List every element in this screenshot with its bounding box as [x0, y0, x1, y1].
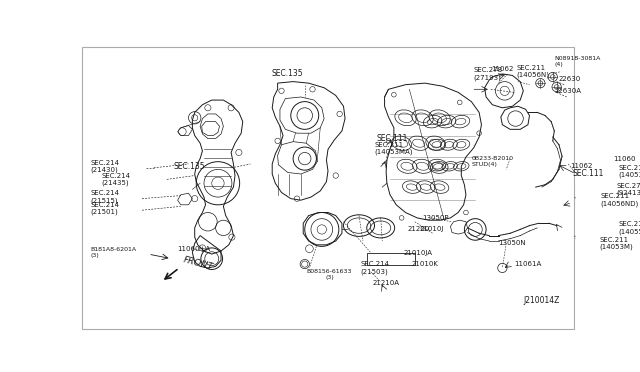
- Text: FRONT: FRONT: [182, 255, 214, 272]
- Text: SEC.214
(21515): SEC.214 (21515): [91, 190, 120, 204]
- Text: 11060+A: 11060+A: [177, 246, 210, 252]
- Text: SEC.111: SEC.111: [572, 170, 604, 179]
- Text: 22630: 22630: [559, 76, 581, 82]
- Bar: [367, 253, 415, 265]
- Text: 21210A: 21210A: [373, 280, 400, 286]
- Text: N08918-3081A
(4): N08918-3081A (4): [554, 56, 601, 67]
- Text: B08156-61633
(3): B08156-61633 (3): [307, 269, 352, 279]
- Text: J210014Z: J210014Z: [524, 296, 559, 305]
- Text: SEC.214
(21430): SEC.214 (21430): [91, 160, 120, 173]
- Text: 0B233-B2010
STUD(4): 0B233-B2010 STUD(4): [472, 156, 513, 167]
- Text: SEC.214
(21503): SEC.214 (21503): [360, 261, 390, 275]
- Text: 21010K: 21010K: [412, 261, 438, 267]
- Text: SEC.211
(14056N): SEC.211 (14056N): [516, 65, 549, 78]
- Text: SEC.211
(14053): SEC.211 (14053): [619, 165, 640, 179]
- Text: 21010J: 21010J: [419, 227, 444, 232]
- Text: SEC.211
(14056ND): SEC.211 (14056ND): [601, 193, 639, 207]
- Text: SEC.135: SEC.135: [272, 70, 303, 78]
- Text: SEC.211
(14055): SEC.211 (14055): [619, 221, 640, 235]
- Text: SEC.214
(21435): SEC.214 (21435): [102, 173, 131, 186]
- Text: SEC.278
(92413): SEC.278 (92413): [616, 183, 640, 196]
- Text: 21010JA: 21010JA: [404, 250, 433, 256]
- Text: 11062: 11062: [491, 66, 513, 72]
- Text: SEC.211
(14053M): SEC.211 (14053M): [599, 237, 633, 250]
- Text: 22630A: 22630A: [554, 88, 581, 94]
- Text: 13050P: 13050P: [422, 215, 449, 221]
- Text: SEC.214
(21501): SEC.214 (21501): [91, 202, 120, 215]
- Text: 11061A: 11061A: [514, 261, 541, 267]
- Text: SEC.111: SEC.111: [376, 134, 408, 143]
- Text: 11060: 11060: [613, 155, 636, 161]
- Text: 13050N: 13050N: [499, 240, 526, 246]
- Text: 21200: 21200: [407, 227, 429, 232]
- Text: SEC.211
(14053MA): SEC.211 (14053MA): [374, 142, 413, 155]
- Text: B181A8-6201A
(3): B181A8-6201A (3): [91, 247, 137, 258]
- Text: SEC.135: SEC.135: [174, 162, 205, 171]
- Text: 11062: 11062: [570, 163, 592, 169]
- Text: SEC.278
(27193): SEC.278 (27193): [474, 67, 503, 81]
